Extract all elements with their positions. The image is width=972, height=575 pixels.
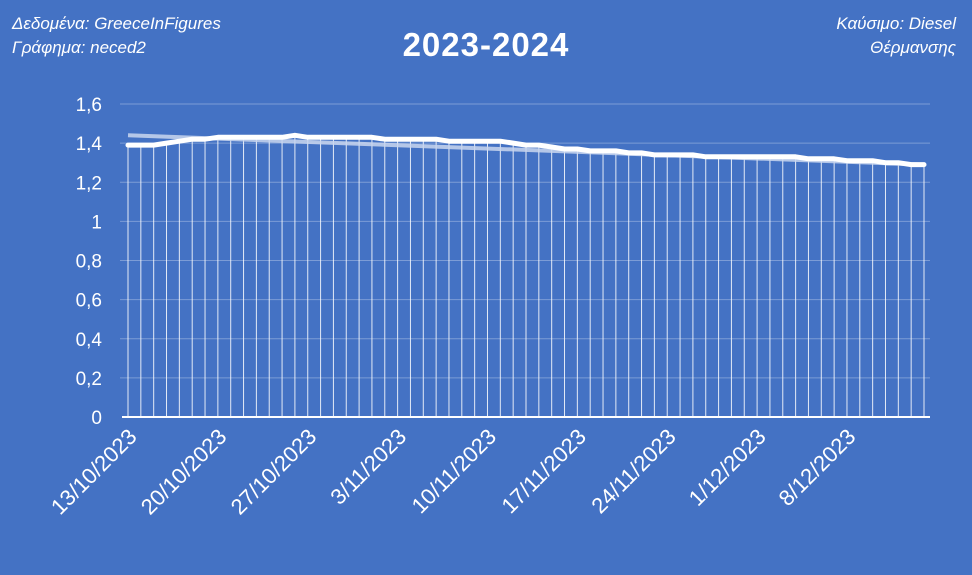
y-tick-label: 0 [91, 408, 102, 429]
trend-line [127, 133, 925, 167]
y-tick-label: 1 [91, 212, 102, 233]
x-tick-label: 10/11/2023 [407, 424, 501, 518]
x-tick-label: 17/11/2023 [497, 424, 591, 518]
series-line [125, 132, 927, 168]
fuel-label: Καύσιμο: Diesel [836, 14, 956, 33]
gridlines [120, 103, 930, 379]
y-axis-ticks: 0 0,2 0,4 0,6 0,8 1 1,2 1,4 1,6 [76, 95, 103, 429]
x-tick-label: 24/11/2023 [586, 424, 680, 518]
chart-title: 2023-2024 [402, 26, 570, 63]
x-tick-label: 1/12/2023 [684, 424, 771, 511]
source-label: Δεδομένα: GreeceInFigures [12, 14, 221, 33]
x-tick-label: 3/11/2023 [325, 424, 411, 510]
y-tick-label: 0,2 [76, 369, 102, 390]
source-info: Δεδομένα: GreeceInFigures Γράφημα: neced… [12, 12, 221, 60]
x-tick-label: 20/10/2023 [136, 424, 232, 520]
y-tick-label: 1,6 [76, 95, 102, 116]
fuel-info: Καύσιμο: Diesel Θέρμανσης [836, 12, 956, 60]
x-tick-label: 8/12/2023 [774, 424, 861, 511]
y-tick-label: 1,2 [76, 173, 102, 194]
y-tick-label: 1,4 [76, 134, 103, 155]
y-tick-label: 0,4 [76, 330, 103, 351]
x-tick-label: 13/10/2023 [46, 424, 142, 520]
y-tick-label: 0,8 [76, 252, 102, 273]
x-tick-label: 27/10/2023 [226, 424, 322, 520]
y-tick-label: 0,6 [76, 291, 102, 312]
fuel-type-label: Θέρμανσης [870, 38, 956, 57]
chart-author-label: Γράφημα: neced2 [12, 38, 146, 57]
drop-lines [127, 135, 925, 417]
